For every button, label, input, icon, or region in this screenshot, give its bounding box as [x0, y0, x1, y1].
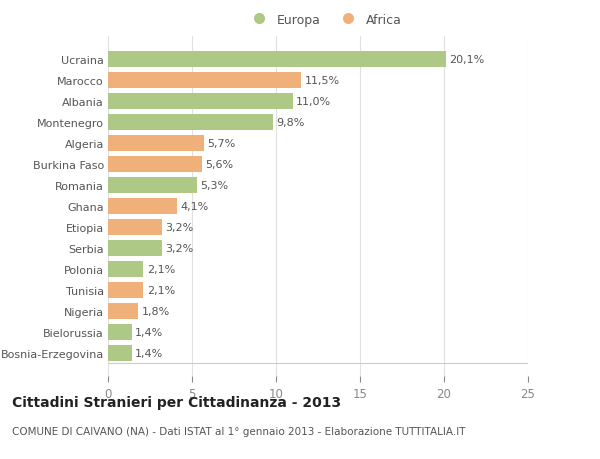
Bar [108, 73, 301, 89]
Text: 1,4%: 1,4% [135, 348, 163, 358]
Text: COMUNE DI CAIVANO (NA) - Dati ISTAT al 1° gennaio 2013 - Elaborazione TUTTITALIA: COMUNE DI CAIVANO (NA) - Dati ISTAT al 1… [12, 426, 466, 436]
Bar [108, 345, 131, 361]
Bar [108, 115, 272, 131]
Legend: Europa, Africa: Europa, Africa [242, 9, 406, 32]
Text: 11,0%: 11,0% [296, 97, 331, 107]
Bar [108, 262, 143, 277]
Bar [108, 303, 138, 319]
Bar [108, 241, 162, 256]
Bar [108, 325, 131, 340]
Text: 5,6%: 5,6% [205, 160, 233, 170]
Text: Cittadini Stranieri per Cittadinanza - 2013: Cittadini Stranieri per Cittadinanza - 2… [12, 395, 341, 409]
Bar [108, 199, 177, 214]
Text: 5,3%: 5,3% [200, 181, 229, 190]
Bar [108, 157, 202, 173]
Text: 4,1%: 4,1% [180, 202, 208, 212]
Bar [108, 136, 204, 151]
Text: 1,4%: 1,4% [135, 327, 163, 337]
Text: 20,1%: 20,1% [449, 55, 484, 65]
Text: 1,8%: 1,8% [142, 306, 170, 316]
Text: 2,1%: 2,1% [146, 264, 175, 274]
Text: 5,7%: 5,7% [207, 139, 235, 149]
Text: 2,1%: 2,1% [146, 285, 175, 295]
Bar [108, 94, 293, 110]
Bar [108, 282, 143, 298]
Bar [108, 178, 197, 193]
Bar [108, 52, 446, 68]
Text: 3,2%: 3,2% [165, 243, 193, 253]
Text: 11,5%: 11,5% [305, 76, 340, 86]
Text: 3,2%: 3,2% [165, 223, 193, 232]
Text: 9,8%: 9,8% [276, 118, 304, 128]
Bar [108, 220, 162, 235]
